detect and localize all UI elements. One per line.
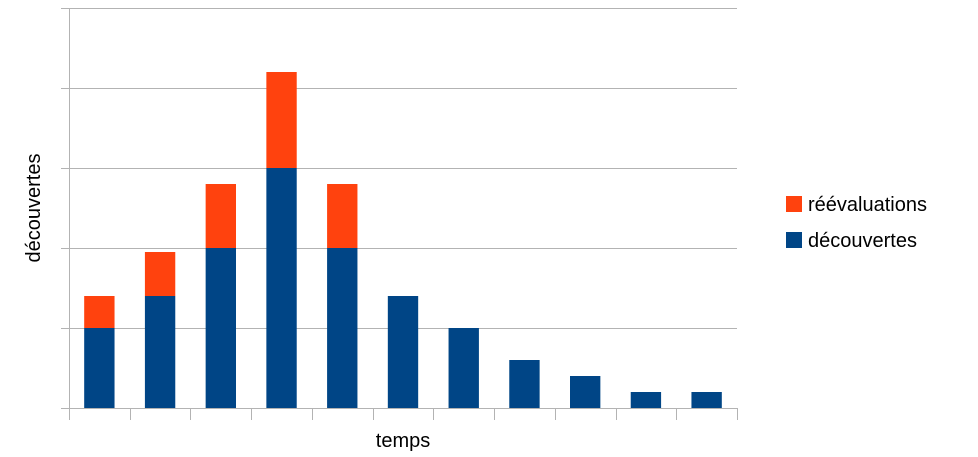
legend-label: découvertes [808, 230, 917, 252]
bar-decouvertes [630, 392, 662, 408]
bar-decouvertes [266, 168, 297, 408]
bar-decouvertes [448, 328, 479, 408]
bar-decouvertes [144, 296, 176, 408]
grid-lines [69, 8, 737, 329]
bar-decouvertes [205, 248, 236, 408]
bar-reevaluations [327, 184, 358, 248]
legend-swatch [786, 196, 802, 212]
bar-decouvertes [387, 296, 419, 408]
bar-reevaluations [144, 252, 176, 296]
bar-reevaluations [266, 72, 297, 168]
bar-decouvertes [691, 392, 722, 408]
bars [84, 72, 722, 408]
bar-reevaluations [84, 296, 115, 328]
bar-decouvertes [570, 376, 601, 408]
y-axis-label: découvertes [23, 154, 45, 263]
x-axis-label: temps [376, 430, 430, 452]
axes [61, 8, 738, 420]
legend-label: réévaluations [808, 194, 927, 216]
legend: réévaluations découvertes [786, 194, 927, 252]
bar-decouvertes [509, 360, 540, 408]
legend-swatch [786, 232, 802, 248]
bar-decouvertes [84, 328, 115, 408]
bar-decouvertes [327, 248, 358, 408]
bar-reevaluations [205, 184, 236, 248]
